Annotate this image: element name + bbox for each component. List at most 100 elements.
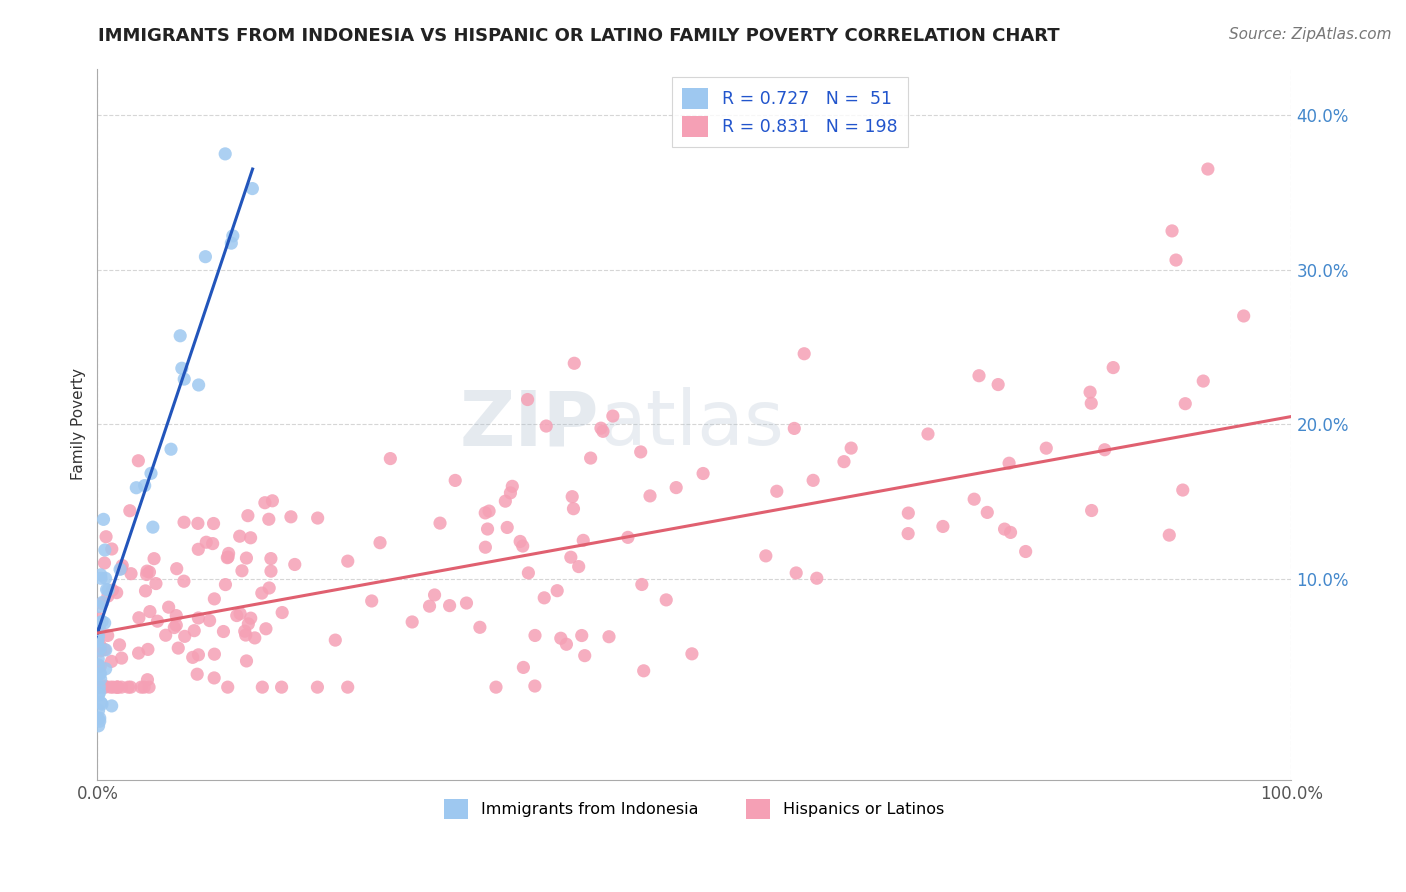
Point xyxy=(598,630,620,644)
Point xyxy=(118,504,141,518)
Point xyxy=(86,633,108,648)
Text: IMMIGRANTS FROM INDONESIA VS HISPANIC OR LATINO FAMILY POVERTY CORRELATION CHART: IMMIGRANTS FROM INDONESIA VS HISPANIC OR… xyxy=(98,27,1060,45)
Point xyxy=(307,511,329,525)
Point xyxy=(108,562,131,576)
Point xyxy=(785,566,807,580)
Point xyxy=(101,541,124,556)
Point xyxy=(1080,396,1102,410)
Point xyxy=(181,650,204,665)
Point xyxy=(165,608,187,623)
Point xyxy=(96,582,118,597)
Point xyxy=(218,546,240,560)
Point xyxy=(801,474,824,488)
Point xyxy=(89,685,111,699)
Point xyxy=(89,659,111,673)
Point xyxy=(260,551,283,566)
Point xyxy=(1102,360,1125,375)
Point xyxy=(254,622,277,636)
Point xyxy=(87,652,110,666)
Point xyxy=(202,671,225,685)
Point xyxy=(280,509,302,524)
Point xyxy=(107,680,129,694)
Point xyxy=(478,504,501,518)
Point xyxy=(474,506,496,520)
Point xyxy=(423,588,446,602)
Point xyxy=(229,607,252,621)
Point xyxy=(202,647,225,661)
Point xyxy=(499,486,522,500)
Point xyxy=(89,641,111,656)
Point xyxy=(170,361,193,376)
Point xyxy=(225,608,247,623)
Point xyxy=(336,554,359,568)
Point xyxy=(897,526,920,541)
Point xyxy=(187,542,209,557)
Point xyxy=(139,605,162,619)
Point xyxy=(568,559,591,574)
Point xyxy=(202,591,225,606)
Point xyxy=(501,479,523,493)
Point xyxy=(217,550,239,565)
Point xyxy=(253,496,276,510)
Point xyxy=(468,620,491,634)
Point xyxy=(169,328,191,343)
Point xyxy=(236,508,259,523)
Point xyxy=(173,629,195,643)
Point xyxy=(198,614,221,628)
Point xyxy=(533,591,555,605)
Point xyxy=(967,368,990,383)
Point xyxy=(1233,309,1256,323)
Point xyxy=(89,667,111,681)
Point xyxy=(239,531,262,545)
Point xyxy=(444,474,467,488)
Point xyxy=(134,478,156,492)
Point xyxy=(360,594,382,608)
Point xyxy=(117,680,139,694)
Text: ZIP: ZIP xyxy=(460,387,599,461)
Point xyxy=(516,392,538,407)
Point xyxy=(94,679,117,693)
Point xyxy=(110,651,132,665)
Point xyxy=(110,561,132,575)
Point xyxy=(129,680,152,694)
Point xyxy=(439,599,461,613)
Point xyxy=(562,356,585,370)
Point xyxy=(485,680,508,694)
Point xyxy=(194,250,217,264)
Point xyxy=(1094,442,1116,457)
Point xyxy=(1192,374,1215,388)
Point xyxy=(592,425,614,439)
Point xyxy=(87,667,110,681)
Point xyxy=(87,688,110,702)
Point xyxy=(87,680,110,694)
Point xyxy=(157,600,180,615)
Point xyxy=(477,522,499,536)
Point xyxy=(87,719,110,733)
Point xyxy=(201,536,224,550)
Point xyxy=(638,489,661,503)
Point xyxy=(1000,525,1022,540)
Point xyxy=(1014,544,1036,558)
Point xyxy=(120,566,142,581)
Point xyxy=(336,680,359,694)
Legend: Immigrants from Indonesia, Hispanics or Latinos: Immigrants from Indonesia, Hispanics or … xyxy=(437,793,950,825)
Point xyxy=(94,680,117,694)
Point xyxy=(105,585,128,599)
Point xyxy=(1197,162,1219,177)
Point xyxy=(100,698,122,713)
Point xyxy=(228,529,250,543)
Point xyxy=(217,680,239,694)
Point xyxy=(534,419,557,434)
Point xyxy=(589,421,612,435)
Point xyxy=(128,646,150,660)
Point xyxy=(94,530,117,544)
Point xyxy=(655,593,678,607)
Point xyxy=(97,582,120,597)
Point xyxy=(91,615,114,629)
Point xyxy=(235,654,257,668)
Point xyxy=(173,515,195,529)
Point xyxy=(166,562,188,576)
Point xyxy=(987,377,1010,392)
Point xyxy=(202,516,225,531)
Point xyxy=(217,549,239,564)
